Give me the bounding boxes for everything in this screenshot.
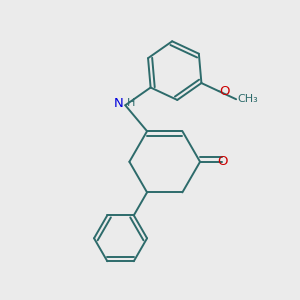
Text: H: H <box>126 98 135 108</box>
Text: N: N <box>114 97 124 110</box>
Text: CH₃: CH₃ <box>237 94 258 104</box>
Text: O: O <box>218 155 228 168</box>
Text: O: O <box>219 85 230 98</box>
